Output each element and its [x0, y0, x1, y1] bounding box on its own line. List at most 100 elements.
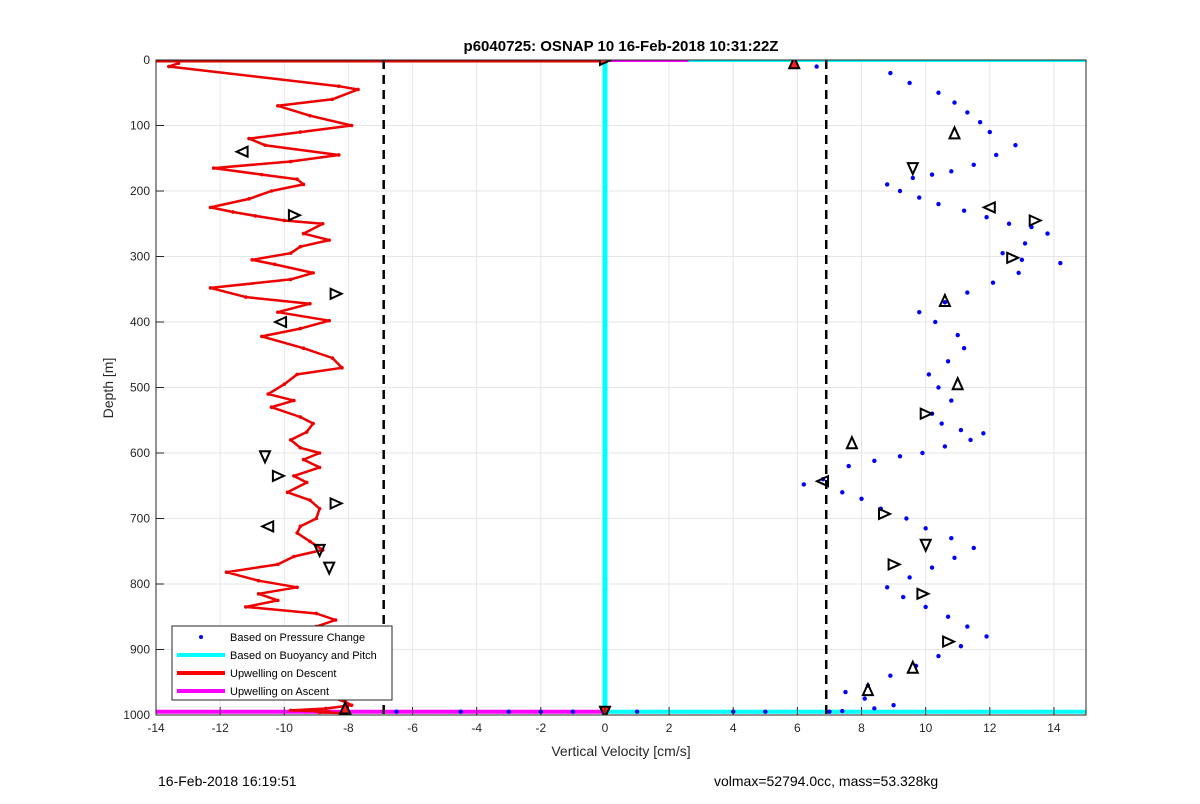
descent-point	[295, 177, 299, 182]
pressure-change-point	[920, 450, 925, 456]
descent-point	[298, 326, 303, 331]
direction-marker	[599, 60, 614, 67]
pressure-change-point	[907, 575, 912, 580]
pressure-change-point	[1019, 257, 1025, 262]
x-tick-label: -6	[407, 721, 418, 735]
direction-marker	[938, 292, 952, 307]
pressure-change-point	[952, 100, 957, 105]
direction-marker	[259, 519, 275, 533]
pressure-change-point	[884, 585, 890, 590]
descent-point	[333, 618, 338, 622]
direction-marker	[947, 124, 962, 140]
pressure-change-point	[923, 604, 928, 610]
pressure-change-point	[840, 490, 845, 495]
descent-point	[260, 334, 264, 339]
pressure-change-point	[971, 162, 976, 167]
pressure-change-point	[897, 188, 903, 194]
x-tick-label: 4	[730, 721, 737, 735]
pressure-change-point	[801, 482, 806, 487]
descent-point	[314, 516, 319, 521]
pressure-change-point	[977, 120, 983, 125]
descent-point	[308, 113, 312, 118]
descent-point	[356, 87, 360, 92]
descent-point	[298, 415, 303, 419]
descent-point	[292, 398, 296, 403]
pressure-change-point	[965, 290, 970, 295]
descent-point	[272, 262, 277, 267]
pressure-change-point	[936, 201, 941, 207]
pressure-change-point	[958, 644, 964, 649]
direction-marker	[329, 496, 345, 510]
y-tick-label: 300	[130, 250, 150, 264]
pressure-change-point	[929, 565, 935, 570]
pressure-change-point	[827, 709, 832, 714]
descent-point	[349, 123, 354, 128]
pressure-change-point	[888, 673, 893, 678]
direction-marker	[906, 659, 920, 674]
direction-marker	[272, 315, 288, 329]
x-tick-label: -12	[211, 721, 229, 735]
descent-point	[314, 611, 319, 616]
pressure-change-point	[929, 172, 935, 177]
descent-point	[266, 392, 271, 396]
descent-point	[208, 205, 213, 210]
pressure-change-point	[884, 182, 890, 187]
pressure-change-point	[1006, 221, 1012, 226]
direction-marker	[787, 60, 801, 70]
descent-point	[304, 480, 309, 485]
descent-point	[340, 366, 344, 370]
y-tick-label: 0	[143, 53, 150, 67]
legend-swatch-dot	[199, 635, 203, 639]
y-tick-label: 200	[130, 184, 150, 198]
pressure-change-point	[942, 300, 948, 305]
direction-marker	[287, 208, 303, 222]
legend-label: Based on Buoyancy and Pitch	[230, 650, 377, 662]
pressure-change-point	[945, 614, 951, 619]
pressure-change-point	[939, 421, 944, 426]
descent-point	[269, 189, 274, 193]
direction-marker	[313, 543, 327, 559]
x-tick-label: -10	[276, 721, 294, 735]
descent-point	[327, 238, 331, 242]
descent-point	[288, 159, 293, 164]
x-tick-label: 14	[1047, 721, 1061, 735]
x-tick-label: 10	[919, 721, 933, 735]
x-axis-label: Vertical Velocity [cm/s]	[551, 743, 690, 759]
legend-box	[171, 625, 393, 701]
descent-point	[247, 197, 251, 201]
direction-marker	[329, 287, 345, 301]
pressure-change-point	[1016, 270, 1021, 276]
pressure-change-point	[917, 195, 922, 200]
direction-marker	[322, 561, 336, 577]
pressure-change-point	[984, 215, 989, 220]
pressure-change-point	[840, 708, 845, 714]
chart-title: p6040725: OSNAP 10 16-Feb-2018 10:31:22Z	[464, 38, 779, 55]
pressure-change-point	[1022, 241, 1028, 246]
pressure-change-point	[961, 346, 967, 351]
pressure-change-point	[904, 516, 909, 521]
pressure-change-point	[968, 437, 973, 443]
pressure-change-point	[933, 319, 938, 325]
descent-point	[301, 457, 306, 462]
descent-point	[211, 166, 216, 170]
pressure-change-point	[965, 624, 970, 629]
descent-point	[231, 210, 235, 214]
pressure-change-point	[814, 64, 819, 69]
direction-marker	[1006, 251, 1021, 265]
descent-point	[301, 231, 306, 236]
legend-label: Upwelling on Descent	[230, 668, 336, 680]
descent-point	[260, 172, 264, 177]
descent-point	[301, 182, 306, 187]
footer-summary: volmax=52794.0cc, mass=53.328kg	[714, 773, 939, 789]
pressure-change-point	[891, 702, 896, 708]
pressure-change-point	[945, 359, 951, 364]
descent-point	[298, 244, 303, 249]
y-tick-label: 500	[130, 381, 150, 395]
pressure-change-point	[570, 709, 576, 714]
descent-point	[295, 585, 299, 590]
direction-marker	[338, 700, 352, 715]
pressure-change-point	[994, 152, 999, 158]
y-tick-label: 1000	[123, 708, 150, 722]
descent-point	[292, 554, 296, 559]
direction-marker	[906, 162, 920, 177]
